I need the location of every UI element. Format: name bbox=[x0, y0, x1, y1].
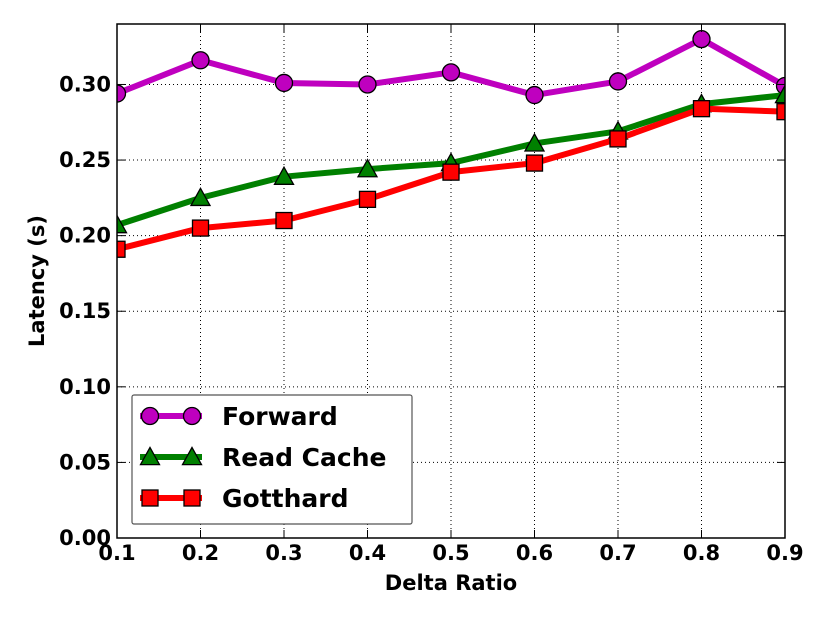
data-point-gotthard bbox=[275, 211, 293, 230]
x-tick-label: 0.6 bbox=[516, 541, 553, 565]
data-point-forward bbox=[274, 73, 294, 93]
data-point-gotthard bbox=[525, 154, 544, 172]
data-point-read-cache bbox=[117, 214, 128, 234]
data-point-forward bbox=[441, 63, 461, 82]
data-point-gotthard bbox=[692, 100, 711, 118]
legend-marker-start-read-cache bbox=[139, 446, 161, 466]
y-tick-label: 0.25 bbox=[59, 148, 111, 172]
data-point-gotthard bbox=[191, 219, 210, 237]
data-point-gotthard bbox=[358, 190, 377, 209]
data-point-gotthard bbox=[609, 130, 627, 148]
data-point-gotthard bbox=[776, 103, 785, 121]
data-point-gotthard bbox=[117, 240, 126, 258]
data-point-forward bbox=[525, 85, 544, 105]
x-tick-label: 0.7 bbox=[599, 541, 636, 565]
legend-marker-end-forward bbox=[182, 406, 202, 426]
y-tick-label: 0.00 bbox=[59, 526, 111, 550]
y-tick-label: 0.10 bbox=[59, 375, 111, 399]
data-point-forward bbox=[191, 51, 210, 70]
grid-lines bbox=[117, 24, 785, 538]
y-tick-label: 0.20 bbox=[59, 224, 111, 248]
y-tick-label: 0.30 bbox=[59, 72, 111, 96]
y-axis-label: Latency (s) bbox=[25, 215, 49, 347]
legend-marker-start-forward bbox=[140, 406, 160, 426]
x-tick-label: 0.4 bbox=[349, 541, 386, 565]
legend-label-read-cache: Read Cache bbox=[222, 443, 386, 472]
y-tick-label: 0.15 bbox=[59, 299, 111, 323]
data-point-forward bbox=[608, 72, 628, 91]
legend-marker-end-read-cache bbox=[181, 446, 203, 466]
legend-box bbox=[131, 394, 413, 525]
data-point-forward bbox=[358, 75, 377, 94]
legend-marker-end-gotthard bbox=[183, 489, 201, 507]
data-point-forward bbox=[117, 84, 127, 103]
legend: Forward Read Cache Gotthard bbox=[131, 394, 413, 525]
legend-marker-start-gotthard bbox=[141, 489, 159, 507]
legend-label-forward: Forward bbox=[222, 402, 338, 431]
x-axis-label: Delta Ratio bbox=[385, 571, 517, 595]
x-tick-label: 0.9 bbox=[766, 541, 803, 565]
x-tick-label: 0.2 bbox=[182, 541, 219, 565]
x-tick-label: 0.3 bbox=[265, 541, 302, 565]
data-point-forward bbox=[692, 29, 711, 49]
data-point-read-cache bbox=[273, 165, 295, 185]
series-lines bbox=[117, 29, 785, 258]
data-point-read-cache bbox=[356, 158, 379, 178]
data-point-read-cache bbox=[774, 84, 785, 104]
data-point-read-cache bbox=[523, 132, 546, 152]
x-tick-label: 0.1 bbox=[98, 541, 135, 565]
x-tick-label: 0.8 bbox=[683, 541, 720, 565]
data-point-gotthard bbox=[442, 163, 460, 181]
axis-ticks: 0.1 0.2 0.3 0.4 0.5 0.6 0.7 0.8 0.9 0.00 0.05 0.10 0… bbox=[59, 24, 804, 565]
x-tick-label: 0.5 bbox=[432, 541, 469, 565]
y-tick-label: 0.05 bbox=[59, 450, 111, 474]
data-point-read-cache bbox=[189, 187, 212, 207]
legend-label-gotthard: Gotthard bbox=[222, 484, 349, 513]
